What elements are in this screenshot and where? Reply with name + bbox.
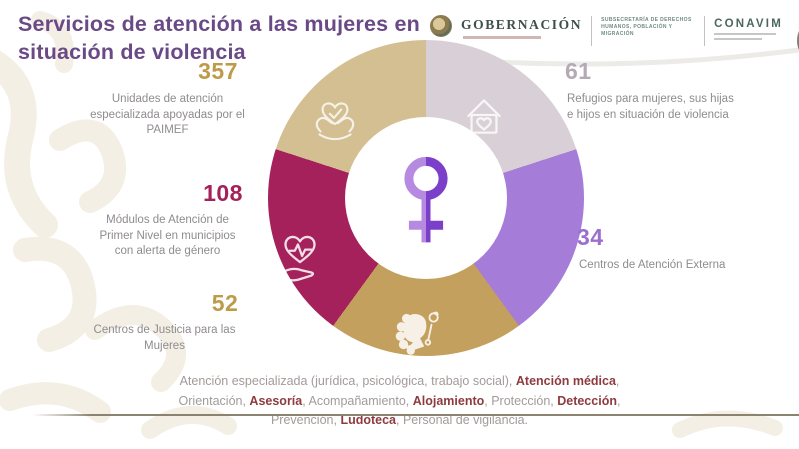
stat-modulos-label: Módulos de Atención de Primer Nivel en m…	[99, 214, 236, 257]
subsecretaria-label: SUBSECRETARÍA DE DERECHOS HUMANOS, POBLA…	[601, 17, 692, 37]
service-highlight: Ludoteca	[340, 413, 396, 427]
stat-refugios-value: 61	[565, 58, 592, 84]
woman-justice-icon	[395, 311, 439, 355]
heart-pulse-hand-icon	[279, 235, 316, 282]
service-highlight: Atención médica	[515, 374, 616, 388]
female-gender-symbol	[404, 156, 448, 243]
stat-paimef-label: Unidades de atención especializada apoya…	[90, 93, 245, 136]
badge-medallion: México 2021	[796, 17, 799, 64]
footer-services-text: Atención especializada (jurídica, psicol…	[147, 372, 652, 431]
stat-paimef-value: 357	[198, 58, 238, 84]
stat-refugios-label: Refugios para mujeres, sus hijas e hijos…	[567, 93, 734, 121]
service-text: , Personal de vigilancia.	[396, 413, 529, 427]
footer-rule	[32, 414, 799, 416]
gobernacion-wordmark: GOBERNACIÓN	[461, 17, 583, 32]
donut-chart	[268, 40, 584, 356]
hands-holding-heart-icon	[315, 102, 355, 141]
gobernacion-logo: GOBERNACIÓN	[461, 17, 582, 39]
service-text: , Acompañamiento,	[302, 393, 413, 408]
house-heart-icon	[467, 99, 501, 134]
service-highlight: Detección	[557, 393, 617, 408]
logo-divider	[704, 16, 706, 46]
service-text: , Orientación,	[178, 374, 620, 408]
mexico-2021-badge: México 2021	[792, 8, 799, 66]
service-highlight: Alojamiento	[412, 393, 485, 408]
service-text: Atención especializada (jurídica, psicol…	[179, 374, 516, 388]
header-logos: GOBERNACIÓN SUBSECRETARÍA DE DERECHOS HU…	[430, 8, 799, 68]
stat-cae-value: 34	[577, 224, 604, 250]
stat-cae-label: Centros de Atención Externa	[579, 259, 726, 271]
conavim-logo: CONAVIM	[714, 18, 783, 40]
stat-cjm-value: 52	[211, 290, 239, 316]
service-highlight: Asesoría	[249, 393, 303, 408]
page-title: Servicios de atención a las mujeres en s…	[18, 12, 420, 64]
logo-divider	[591, 16, 593, 46]
conavim-subline	[714, 38, 763, 40]
service-text: , Protección,	[484, 393, 558, 408]
stat-cjm-label: Centros de Justicia para las Mujeres	[93, 324, 236, 352]
conavim-wordmark: CONAVIM	[714, 18, 783, 30]
service-text: , Prevención,	[270, 393, 621, 428]
conavim-subline	[714, 33, 777, 35]
gobernacion-seal-icon	[430, 15, 452, 37]
stat-modulos-value: 108	[203, 180, 243, 206]
gobernacion-subline	[463, 36, 541, 39]
